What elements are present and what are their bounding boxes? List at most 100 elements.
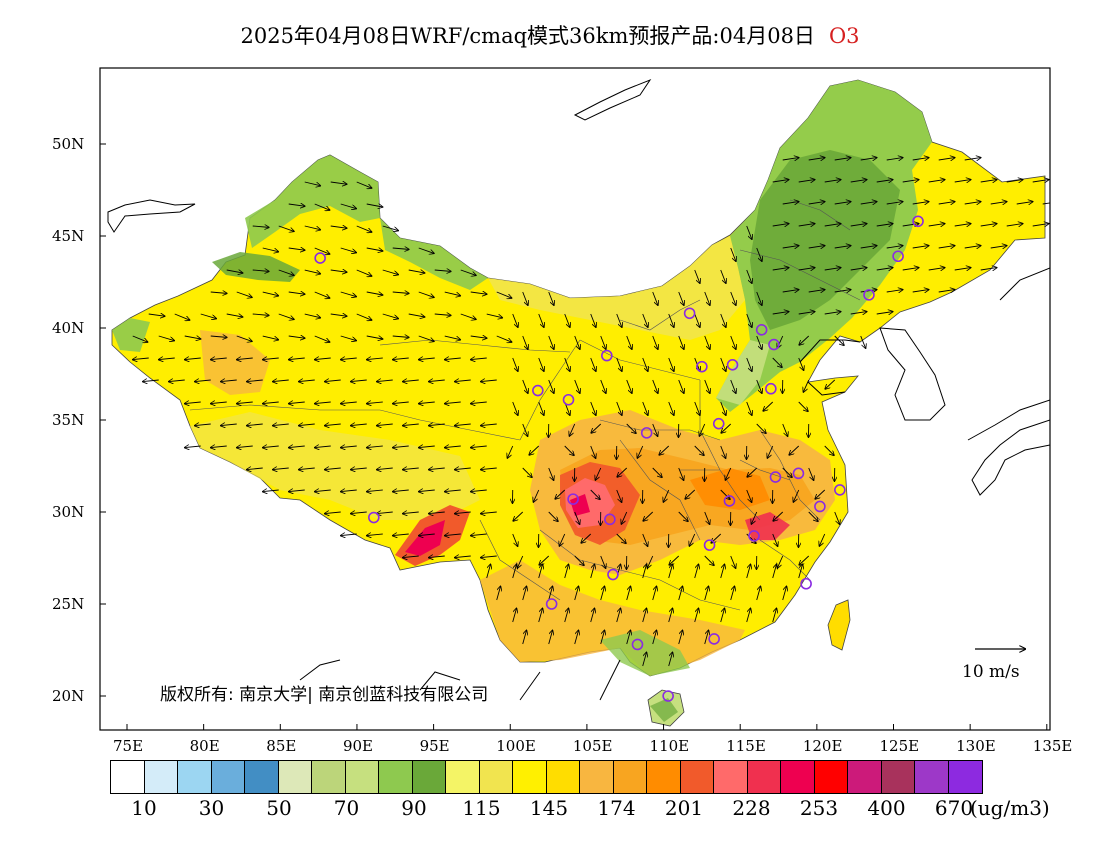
wind-vector	[590, 565, 595, 579]
colorbar-label: 90	[401, 796, 427, 820]
wind-vector	[772, 268, 789, 270]
colorbar-label: 201	[664, 796, 704, 820]
wind-vector	[574, 587, 579, 601]
wind-vector	[954, 268, 971, 270]
lat-label: 50N	[52, 135, 85, 153]
wind-vector	[860, 158, 877, 160]
wind-vector	[574, 555, 584, 565]
wind-vector	[538, 609, 543, 623]
wind-vector	[325, 380, 341, 382]
wind-vector	[299, 424, 315, 426]
wind-vector	[455, 380, 471, 382]
station-marker	[567, 493, 579, 505]
wind-vector	[564, 357, 570, 371]
wind-vector	[1006, 224, 1023, 226]
wind-vector	[652, 379, 658, 393]
wind-vector	[356, 313, 372, 320]
dzungaria-green	[212, 252, 300, 282]
wind-vector	[304, 313, 321, 318]
lon-label: 135E	[1032, 737, 1073, 755]
wind-vector	[798, 180, 815, 182]
colorbar-swatch	[446, 761, 480, 793]
colorbar-swatch	[278, 761, 312, 793]
wind-vector	[928, 268, 945, 270]
wind-vector	[221, 424, 237, 426]
station-marker	[863, 289, 875, 301]
wind-vector	[626, 631, 631, 645]
wind-vector	[954, 224, 971, 226]
wind-vector	[548, 379, 554, 393]
colorbar-swatch	[714, 761, 748, 793]
lon-label: 85E	[266, 737, 297, 755]
hainan-green	[650, 698, 678, 722]
wind-vector	[351, 468, 367, 470]
wind-vector	[782, 246, 799, 248]
wind-vector	[445, 490, 461, 492]
wind-vector	[699, 423, 706, 436]
wind-vector	[938, 290, 955, 292]
station-marker	[814, 500, 826, 513]
wind-vector	[834, 202, 851, 204]
station-marker	[712, 417, 725, 430]
wind-vector	[834, 335, 844, 345]
wind-vector	[772, 312, 789, 314]
wind-vector	[834, 158, 851, 160]
wind-vector	[772, 224, 789, 226]
japan-outline	[967, 399, 1050, 496]
wind-vector	[262, 247, 279, 252]
wind-vector	[756, 247, 762, 261]
tibet-light-zone	[190, 412, 480, 520]
wind-vector	[1032, 180, 1049, 182]
northeast-dark-green	[750, 150, 900, 330]
wind-vector	[481, 380, 497, 382]
wind-vector	[590, 357, 596, 371]
wind-vector	[652, 631, 657, 645]
wind-vector	[964, 158, 981, 160]
wind-vector	[990, 246, 1007, 248]
wind-vector	[704, 587, 709, 601]
wind-vector	[747, 467, 758, 477]
lon-label: 80E	[189, 737, 220, 755]
wind-vector	[678, 335, 684, 349]
colorbar-swatch	[881, 761, 915, 793]
wind-vector	[522, 335, 528, 349]
wind-vector	[273, 468, 289, 470]
wind-vector	[445, 402, 461, 404]
wind-vector	[195, 424, 211, 426]
wind-vector	[392, 336, 409, 337]
taiwan-region	[827, 599, 851, 651]
wind-vector	[403, 512, 419, 514]
wind-vector	[429, 424, 445, 426]
station-marker	[532, 384, 544, 397]
station-marker	[755, 324, 768, 336]
wind-vector	[751, 511, 758, 524]
wind-vector	[746, 225, 752, 239]
wind-vector	[720, 489, 730, 499]
wind-vector	[382, 313, 398, 319]
wind-vector	[273, 424, 289, 426]
wind-vector	[522, 291, 528, 305]
wind-vector	[590, 313, 596, 327]
wind-vector	[1042, 202, 1050, 205]
wind-vector	[538, 357, 544, 371]
wind-vector	[689, 533, 696, 546]
wind-vector	[798, 268, 815, 270]
colorbar-swatch	[245, 761, 279, 793]
wind-vector	[834, 246, 851, 248]
wind-vector	[704, 511, 710, 524]
wind-vector	[626, 379, 632, 393]
wind-vector	[299, 468, 315, 470]
wind-vector	[626, 335, 632, 349]
wind-vector	[730, 335, 736, 349]
wind-vector	[315, 446, 331, 448]
wind-vector	[694, 609, 699, 623]
wind-vector	[393, 358, 409, 360]
wind-vector	[789, 445, 800, 455]
wind-vector	[616, 489, 622, 502]
wind-vector	[382, 269, 398, 275]
wind-vector	[720, 269, 726, 283]
wind-vector	[678, 379, 684, 393]
wind-vector	[538, 401, 544, 415]
wind-vector	[304, 269, 321, 274]
